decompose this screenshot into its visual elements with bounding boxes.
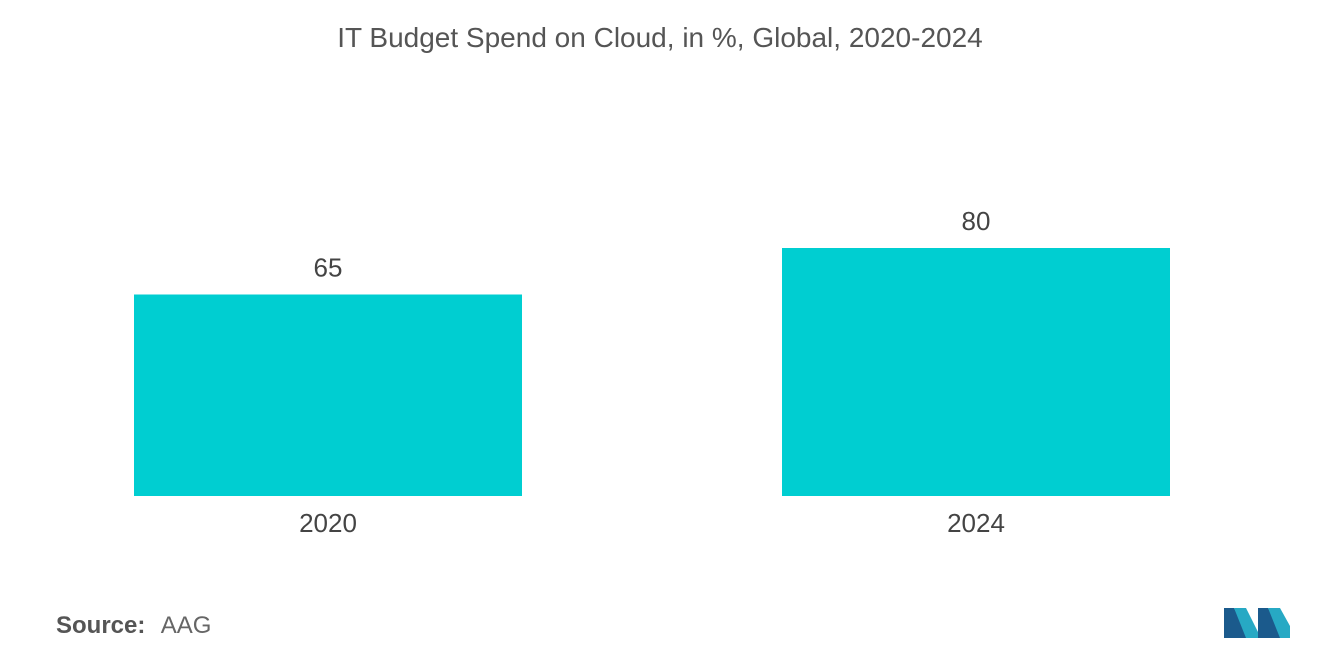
data-label-2024: 80: [962, 206, 991, 236]
source-note: Source: AAG: [56, 612, 211, 640]
bar-2024: [782, 248, 1170, 496]
source-value: AAG: [160, 612, 212, 639]
x-tick-label-2024: 2024: [947, 508, 1005, 538]
data-label-2020: 65: [314, 253, 343, 283]
brand-logo-icon: [1222, 602, 1292, 647]
bar-2020: [134, 294, 522, 496]
source-label: Source:: [56, 612, 146, 639]
x-tick-label-2020: 2020: [299, 508, 357, 538]
bar-chart: 65 2020 80 2024: [134, 206, 1170, 538]
chart-title: IT Budget Spend on Cloud, in %, Global, …: [337, 22, 983, 53]
